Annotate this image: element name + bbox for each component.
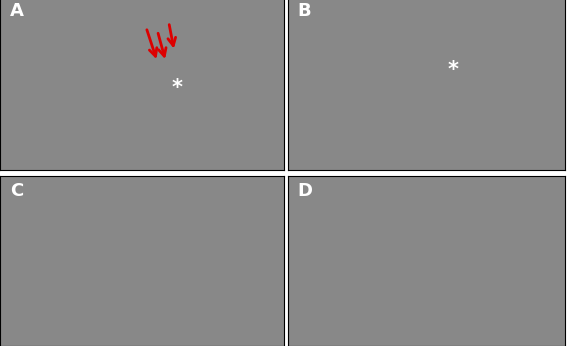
Text: C: C — [10, 182, 23, 200]
Text: D: D — [298, 182, 313, 200]
Text: A: A — [10, 2, 24, 20]
Text: *: * — [447, 60, 458, 80]
Text: *: * — [172, 78, 183, 98]
Text: B: B — [298, 2, 311, 20]
